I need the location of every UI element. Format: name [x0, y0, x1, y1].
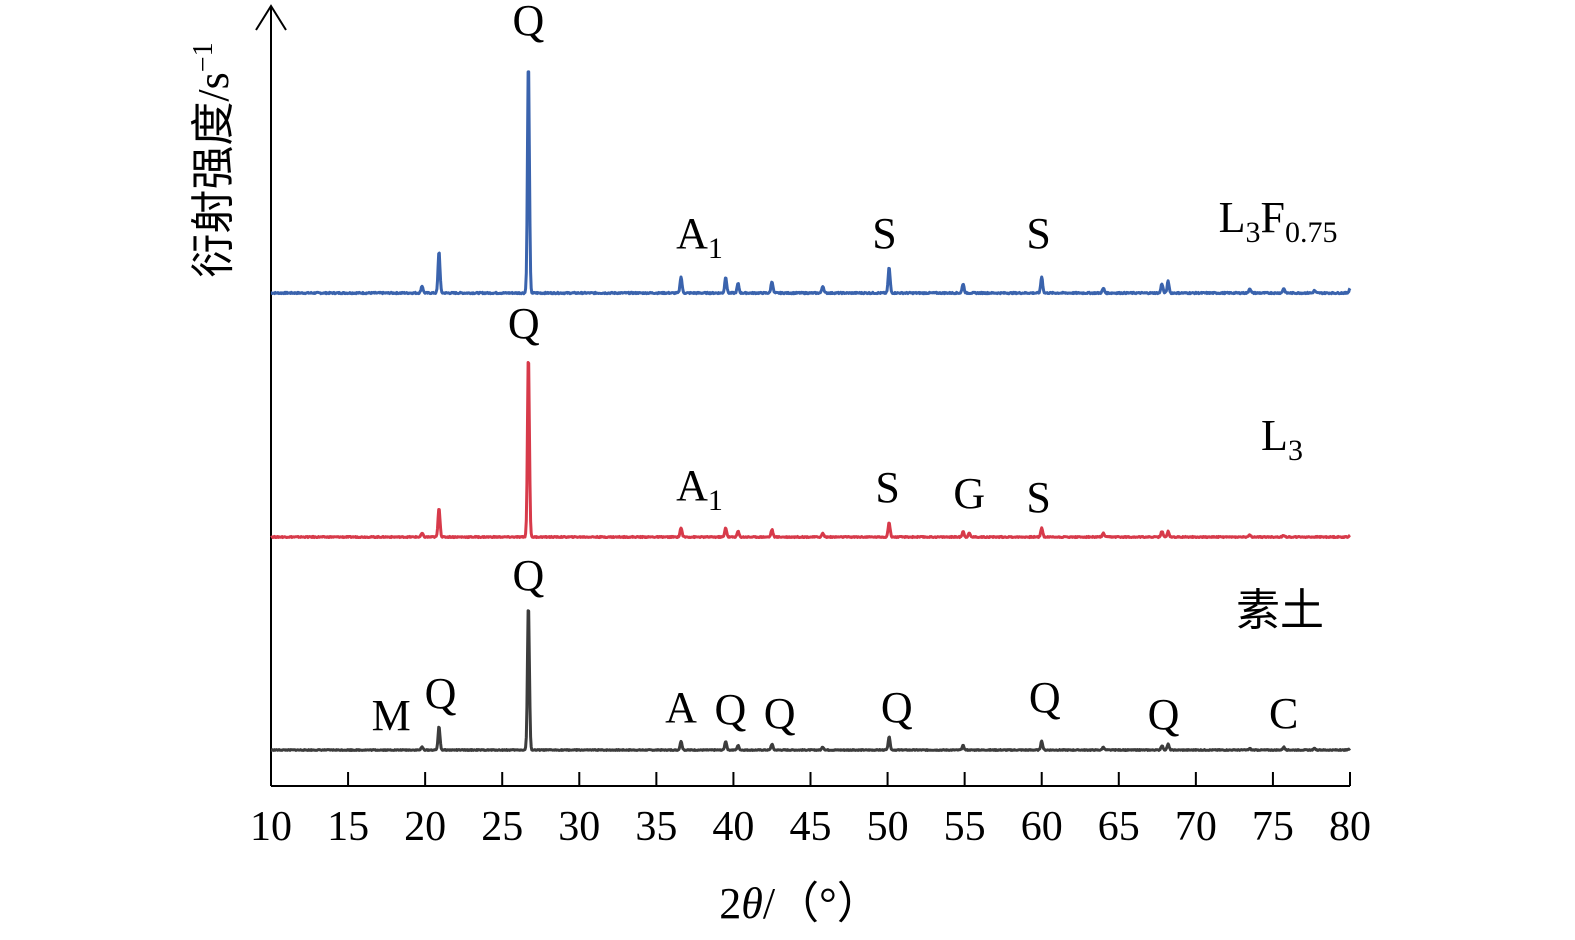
- x-tick-label: 25: [481, 804, 523, 850]
- y-axis-title: 衍射强度/s−1: [188, 42, 238, 277]
- x-tick-label: 20: [404, 804, 446, 850]
- peak-label: G: [953, 469, 985, 518]
- peak-label: A: [665, 683, 697, 732]
- x-tick-label: 10: [250, 804, 292, 850]
- x-tick-label: 65: [1098, 804, 1140, 850]
- series-label: L3F0.75: [1219, 193, 1338, 249]
- peak-label: Q: [714, 685, 746, 734]
- peak-label: Q: [1029, 673, 1061, 722]
- x-tick-label: 50: [867, 804, 909, 850]
- peak-label: S: [1026, 473, 1050, 522]
- peak-label: S: [1026, 209, 1050, 258]
- x-tick-label: 75: [1252, 804, 1294, 850]
- peak-label: Q: [881, 683, 913, 732]
- series-line: [270, 361, 1351, 539]
- x-tick-label: 15: [327, 804, 369, 850]
- x-tick-label: 80: [1329, 804, 1371, 850]
- x-tick-label: 35: [635, 804, 677, 850]
- series-lines: [270, 70, 1352, 752]
- peak-label: M: [372, 691, 411, 740]
- peak-label: Q: [508, 299, 540, 348]
- series-label: 素土: [1236, 586, 1324, 635]
- peak-label: A1: [676, 209, 723, 265]
- x-tick-label: 70: [1175, 804, 1217, 850]
- peak-label: Q: [513, 551, 545, 600]
- x-tick-label: 55: [944, 804, 986, 850]
- peak-label: Q: [513, 0, 545, 45]
- peak-label: S: [872, 209, 896, 258]
- axes: [255, 4, 1350, 787]
- peak-label: C: [1269, 689, 1298, 738]
- x-ticks: 10 15 20 25 30 35 40 45 50 55 60 65 70 75 80: [250, 772, 1371, 850]
- peak-label: Q: [1148, 690, 1180, 739]
- x-tick-label: 40: [712, 804, 754, 850]
- series-line: [270, 609, 1352, 752]
- x-tick-label: 30: [558, 804, 600, 850]
- series-labels: L3F0.75 L3 素土: [1219, 193, 1338, 635]
- peak-label: A1: [676, 461, 723, 517]
- series-line: [270, 70, 1352, 296]
- x-tick-label: 60: [1021, 804, 1063, 850]
- peak-label: Q: [425, 669, 457, 718]
- series-label: L3: [1261, 411, 1303, 467]
- x-tick-label: 45: [790, 804, 832, 850]
- peak-label: S: [875, 463, 899, 512]
- x-axis-title: 2θ/（°）: [719, 879, 880, 928]
- peak-label: Q: [764, 689, 796, 738]
- y-axis-arrow: [255, 4, 287, 31]
